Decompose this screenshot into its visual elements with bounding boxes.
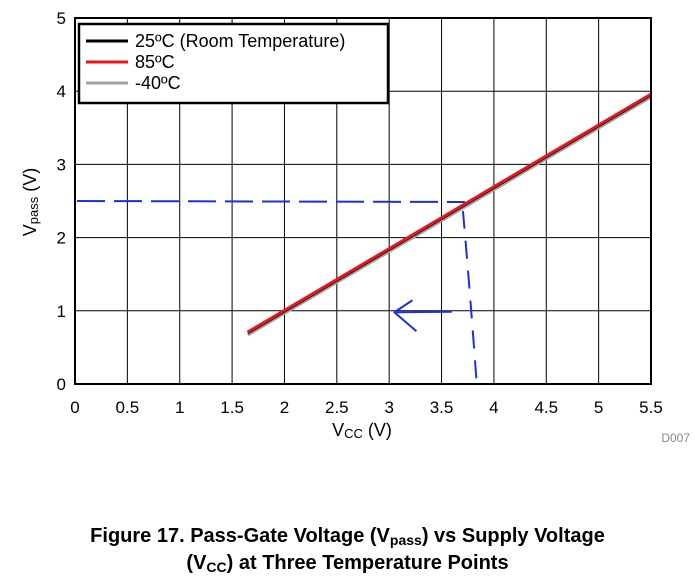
y-tick-label: 4 (57, 82, 66, 101)
hand-annotations (76, 200, 478, 388)
legend-label-neg40c: -40ºC (135, 73, 181, 93)
x-tick-label: 3 (384, 398, 393, 417)
plot-frame (74, 17, 652, 385)
series-line (247, 95, 652, 337)
series-line (247, 92, 652, 334)
arrow-shaft (396, 310, 452, 314)
x-tick-label: 2 (280, 398, 289, 417)
legend-box (77, 22, 390, 105)
y-tick-label: 3 (57, 155, 66, 174)
x-tick-label: 4.5 (534, 398, 558, 417)
y-axis-label: Vpass (V) (20, 168, 41, 236)
x-tick-label: 5.5 (639, 398, 663, 417)
x-tick-label: 2.5 (325, 398, 349, 417)
x-tick-label: 4 (489, 398, 498, 417)
x-tick-label: 0 (70, 398, 79, 417)
x-tick-label: 1.5 (220, 398, 244, 417)
legend-label-25c: 25ºC (Room Temperature) (135, 31, 345, 51)
x-tick-label: 1 (175, 398, 184, 417)
x-tick-label: 3.5 (430, 398, 454, 417)
legend: 25ºC (Room Temperature) 85ºC -40ºC (77, 22, 390, 105)
dashed-guide-horizontal (76, 200, 465, 203)
figure-caption: Figure 17. Pass-Gate Voltage (Vpass) vs … (0, 523, 695, 577)
legend-label-85c: 85ºC (135, 52, 175, 72)
caption-line-1: Figure 17. Pass-Gate Voltage (Vpass) vs … (90, 525, 605, 548)
dashed-guide-vertical (461, 210, 478, 388)
caption-line-2: (VCC) at Three Temperature Points (186, 552, 509, 575)
arrow-head (393, 299, 418, 333)
y-tick-label: 5 (57, 9, 66, 28)
y-tick-label: 0 (57, 375, 66, 394)
tick-labels: 0 0.5 1 1.5 2 2.5 3 3.5 4 4.5 5 5.5 0 1 2 3 4 5 (57, 9, 663, 417)
y-tick-label: 1 (57, 302, 66, 321)
x-tick-label: 5 (594, 398, 603, 417)
y-tick-label: 2 (57, 229, 66, 248)
chart: 0 0.5 1 1.5 2 2.5 3 3.5 4 4.5 5 5.5 0 1 2 3 4 5 25ºC (Roo… (20, 9, 690, 445)
x-tick-label: 0.5 (116, 398, 140, 417)
figure-code: D007 (661, 431, 690, 445)
series-lines (247, 92, 652, 337)
x-axis-label: VCC (V) (332, 420, 392, 441)
